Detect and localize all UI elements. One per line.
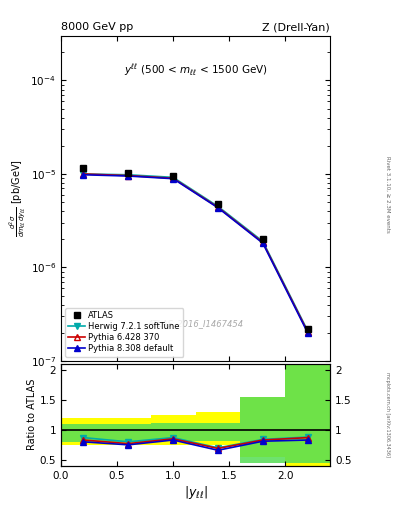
Pythia 6.428 370 xyxy=(261,240,265,246)
Y-axis label: Ratio to ATLAS: Ratio to ATLAS xyxy=(27,379,37,451)
Y-axis label: $\frac{d^2\sigma}{dm_{\ell\ell}\,dy_{\ell\ell}}$ [pb/GeV]: $\frac{d^2\sigma}{dm_{\ell\ell}\,dy_{\el… xyxy=(7,159,28,238)
ATLAS xyxy=(81,165,86,172)
Text: ATLAS_2016_I1467454: ATLAS_2016_I1467454 xyxy=(147,319,244,329)
Pythia 8.308 default xyxy=(305,330,310,336)
Line: Pythia 8.308 default: Pythia 8.308 default xyxy=(80,172,311,336)
Pythia 6.428 370 xyxy=(216,204,220,210)
ATLAS xyxy=(261,236,265,242)
Pythia 6.428 370 xyxy=(81,171,86,177)
Pythia 8.308 default xyxy=(216,205,220,211)
Pythia 6.428 370 xyxy=(305,329,310,335)
Text: $y^{\ell\ell}$ (500 < $m_{\ell\ell}$ < 1500 GeV): $y^{\ell\ell}$ (500 < $m_{\ell\ell}$ < 1… xyxy=(124,62,267,78)
X-axis label: $|y_{\ell\ell}|$: $|y_{\ell\ell}|$ xyxy=(184,483,208,501)
Herwig 7.2.1 softTune xyxy=(216,203,220,209)
Herwig 7.2.1 softTune xyxy=(261,238,265,244)
Pythia 8.308 default xyxy=(171,176,175,182)
Herwig 7.2.1 softTune xyxy=(81,171,86,177)
Text: 8000 GeV pp: 8000 GeV pp xyxy=(61,23,133,32)
Line: Pythia 6.428 370: Pythia 6.428 370 xyxy=(80,171,311,335)
ATLAS xyxy=(216,201,220,207)
ATLAS xyxy=(305,326,310,332)
Herwig 7.2.1 softTune xyxy=(305,328,310,334)
Pythia 6.428 370 xyxy=(126,173,130,179)
ATLAS xyxy=(126,170,130,176)
Text: Rivet 3.1.10, ≥ 2.3M events: Rivet 3.1.10, ≥ 2.3M events xyxy=(385,156,390,233)
Pythia 8.308 default xyxy=(261,240,265,246)
Pythia 6.428 370 xyxy=(171,175,175,181)
Pythia 8.308 default xyxy=(126,173,130,179)
Herwig 7.2.1 softTune xyxy=(126,172,130,178)
Pythia 8.308 default xyxy=(81,172,86,178)
Legend: ATLAS, Herwig 7.2.1 softTune, Pythia 6.428 370, Pythia 8.308 default: ATLAS, Herwig 7.2.1 softTune, Pythia 6.4… xyxy=(65,308,183,357)
Line: Herwig 7.2.1 softTune: Herwig 7.2.1 softTune xyxy=(80,171,311,334)
ATLAS xyxy=(171,173,175,179)
Line: ATLAS: ATLAS xyxy=(80,165,311,332)
Herwig 7.2.1 softTune xyxy=(171,174,175,180)
Text: mcplots.cern.ch [arXiv:1306.3436]: mcplots.cern.ch [arXiv:1306.3436] xyxy=(385,372,390,457)
Text: Z (Drell-Yan): Z (Drell-Yan) xyxy=(263,23,330,32)
